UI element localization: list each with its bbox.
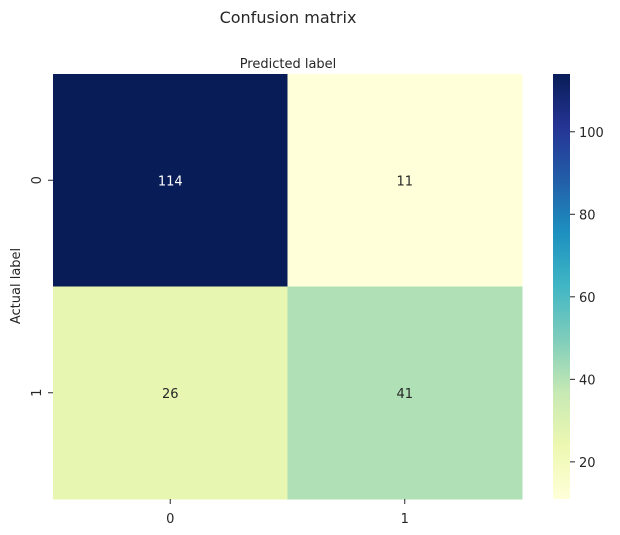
colorbar-ticks: 20 40 60 80 100 — [570, 126, 604, 471]
cell-value-label: 114 — [158, 174, 183, 189]
colorbar-tick-label: 60 — [579, 291, 596, 306]
cell-value-label: 26 — [162, 387, 179, 402]
y-tick-label: 0 — [30, 176, 45, 184]
x-tick-label: 1 — [401, 512, 409, 527]
y-axis-ticks: 01 — [30, 176, 53, 397]
x-axis-label: Predicted label — [240, 57, 337, 72]
heatmap-cell — [53, 286, 288, 500]
colorbar-tick-label: 40 — [579, 373, 596, 388]
x-tick-label: 0 — [166, 512, 174, 527]
cell-value-label: 11 — [396, 174, 413, 189]
colorbar-tick-label: 20 — [579, 456, 596, 471]
heatmap-cell — [287, 286, 523, 500]
heatmap-cells: 114 11 26 41 — [53, 74, 523, 500]
colorbar-tick-label: 100 — [579, 126, 604, 141]
y-axis-label: Actual label — [9, 248, 24, 324]
colorbar-tick-label: 80 — [579, 208, 596, 223]
heatmap-cell — [287, 74, 523, 287]
colorbar-gradient — [553, 74, 570, 499]
heatmap-cell — [53, 74, 288, 287]
colorbar: 20 40 60 80 100 — [553, 74, 604, 499]
cell-value-label: 41 — [396, 387, 413, 402]
chart-title: Confusion matrix — [220, 8, 357, 27]
y-tick-label: 1 — [30, 389, 45, 397]
